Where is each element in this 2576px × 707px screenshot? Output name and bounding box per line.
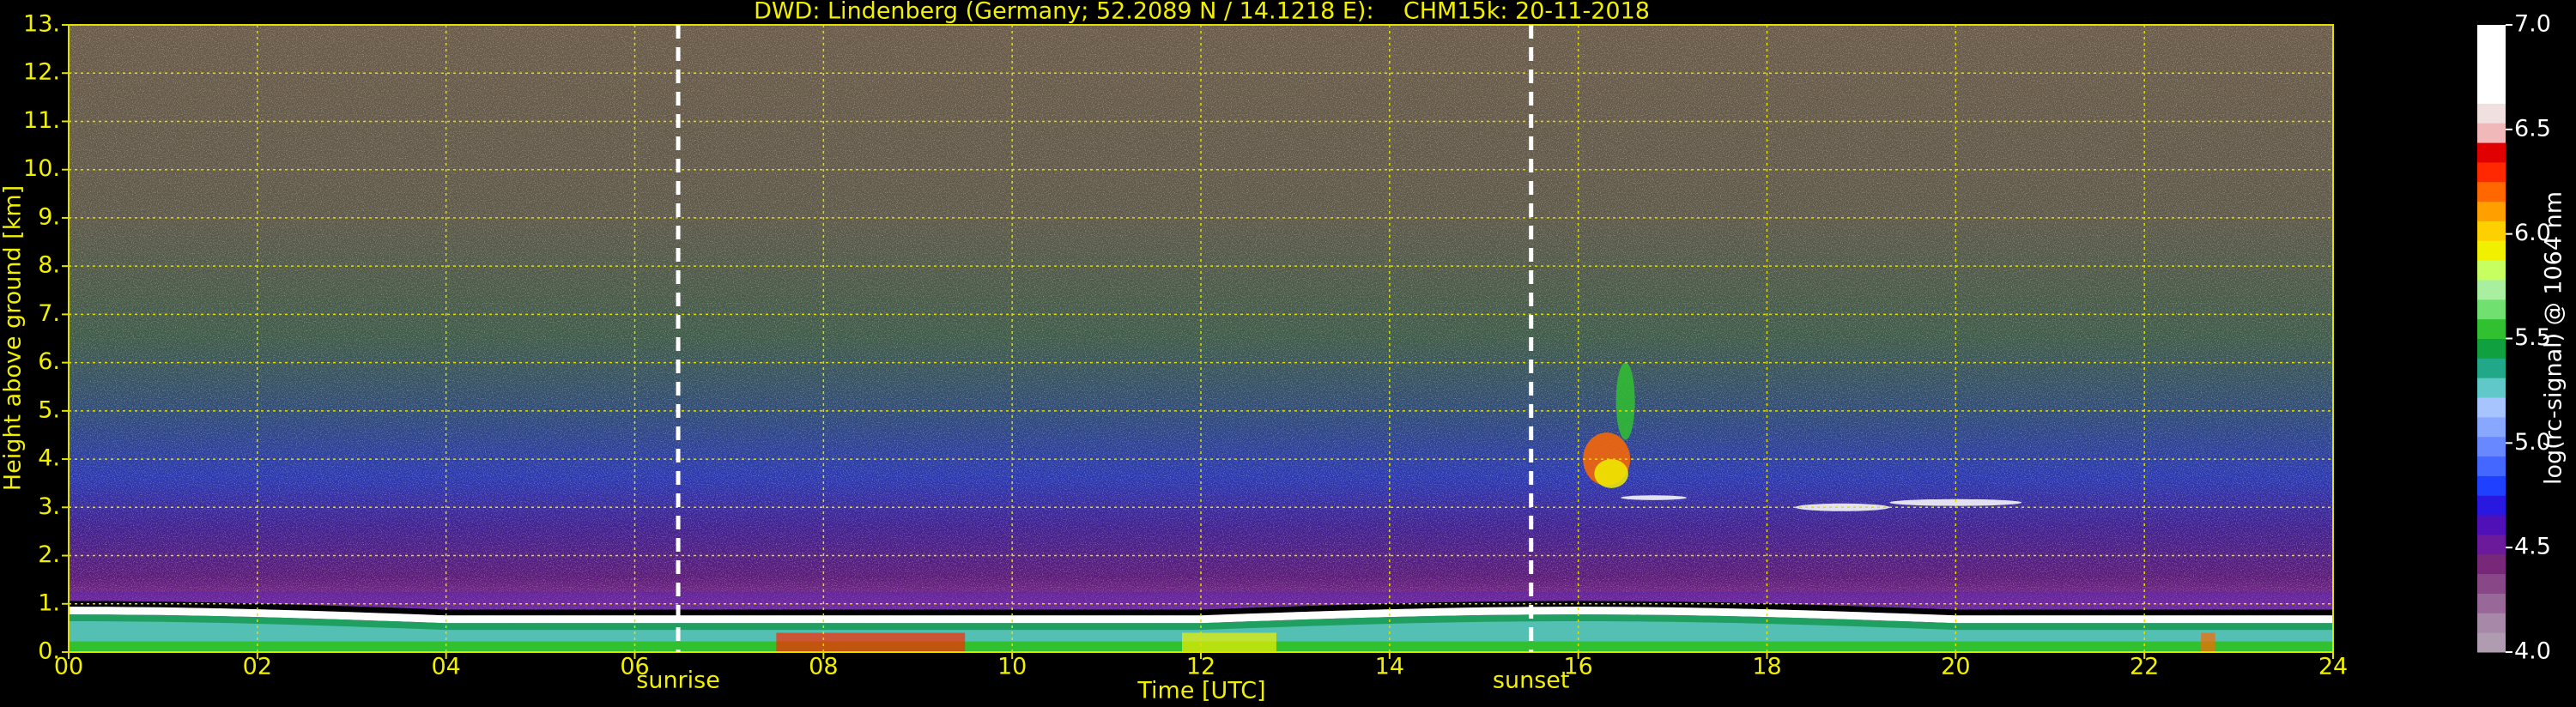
- y-tick-label: 3.: [38, 493, 60, 520]
- colorbar-segment: [2477, 573, 2506, 594]
- colorbar-segment: [2477, 318, 2506, 339]
- x-tick-label: 02: [243, 654, 272, 680]
- y-tick-label: 1.: [38, 589, 60, 616]
- y-tick-label: 5.: [38, 396, 60, 423]
- colorbar-segment: [2477, 123, 2506, 143]
- x-tick-label: 20: [1941, 654, 1970, 680]
- aerosol-top: [69, 601, 2333, 616]
- x-tick-label: 08: [809, 654, 838, 680]
- x-tick-label: 00: [54, 654, 83, 680]
- y-tick-label: 0.: [38, 638, 60, 665]
- y-tick-label: 2.: [38, 541, 60, 568]
- colorbar-tick-label: 7.0: [2514, 11, 2551, 38]
- plot-frame: [68, 24, 2334, 653]
- colorbar-segment: [2477, 63, 2506, 85]
- near-ground-signal: [776, 632, 966, 652]
- colorbar-segment: [2477, 83, 2506, 104]
- colorbar-segment: [2477, 44, 2506, 65]
- y-tick-label: 8.: [38, 252, 60, 279]
- y-tick-label: 6.: [38, 348, 60, 375]
- x-axis-label: Time [UTC]: [1136, 678, 1265, 704]
- colorbar-segment: [2477, 397, 2506, 418]
- colorbar-segment: [2477, 436, 2506, 457]
- colorbar-tick-label: 6.5: [2514, 115, 2551, 142]
- colorbar-segment: [2477, 221, 2506, 241]
- colorbar-tick-label: 5.5: [2514, 324, 2551, 351]
- y-tick-label: 11.: [23, 107, 60, 134]
- x-tick-label: 16: [1563, 654, 1592, 680]
- colorbar-segment: [2477, 593, 2506, 613]
- colorbar-segment: [2477, 201, 2506, 221]
- colorbar-tick-label: 4.5: [2514, 534, 2551, 560]
- cloud: [1889, 499, 2022, 506]
- y-tick-label: 4.: [38, 445, 60, 472]
- aerosol-edge: [69, 607, 2333, 624]
- y-tick-label: 9.: [38, 203, 60, 230]
- y-tick-label: 10.: [23, 155, 60, 182]
- y-tick-label: 13.: [23, 11, 60, 38]
- colorbar-tick-label: 5.0: [2514, 429, 2551, 456]
- colorbar-segment: [2477, 299, 2506, 320]
- x-tick-label: 24: [2318, 654, 2348, 680]
- x-tick-label: 06: [620, 654, 649, 680]
- annotation-label: sunrise: [636, 668, 720, 694]
- colorbar-segment: [2477, 181, 2506, 202]
- cloud: [1615, 362, 1635, 440]
- y-tick-label: 12.: [23, 59, 60, 86]
- cloud: [1594, 459, 1628, 488]
- colorbar-segment: [2477, 103, 2506, 124]
- colorbar-segment: [2477, 338, 2506, 359]
- x-tick-label: 14: [1375, 654, 1404, 680]
- near-ground-signal: [1182, 632, 1276, 652]
- x-tick-label: 04: [431, 654, 460, 680]
- x-tick-label: 10: [997, 654, 1027, 680]
- colorbar-segment: [2477, 260, 2506, 281]
- colorbar-segment: [2477, 534, 2506, 555]
- x-tick-label: 18: [1752, 654, 1781, 680]
- colorbar-segment: [2477, 495, 2506, 516]
- colorbar-segment: [2477, 142, 2506, 163]
- x-tick-label: 22: [2130, 654, 2159, 680]
- y-tick-label: 7.: [38, 300, 60, 327]
- colorbar-label: log(rc-signal) @ 1064 nm: [2541, 191, 2567, 485]
- chart-title: DWD: Lindenberg (Germany; 52.2089 N / 14…: [754, 0, 1650, 25]
- y-axis-label: Height above ground [km]: [0, 185, 27, 491]
- colorbar-segment: [2477, 515, 2506, 535]
- colorbar-segment: [2477, 475, 2506, 496]
- near-ground-signal: [2201, 632, 2215, 652]
- cloud: [1621, 495, 1688, 500]
- colorbar-segment: [2477, 279, 2506, 300]
- colorbar-segment: [2477, 161, 2506, 183]
- colorbar-segment: [2477, 553, 2506, 575]
- colorbar-segment: [2477, 416, 2506, 438]
- colorbar-segment: [2477, 613, 2506, 633]
- colorbar-segment: [2477, 378, 2506, 398]
- residual-layer: [69, 591, 2333, 610]
- x-tick-label: 12: [1186, 654, 1215, 680]
- colorbar-tick-label: 6.0: [2514, 220, 2551, 246]
- colorbar-segment: [2477, 25, 2506, 45]
- colorbar-tick-label: 4.0: [2514, 638, 2551, 665]
- colorbar-segment: [2477, 240, 2506, 261]
- colorbar-segment: [2477, 456, 2506, 476]
- colorbar-segment: [2477, 358, 2506, 378]
- annotation-label: sunset: [1493, 668, 1570, 694]
- colorbar-segment: [2477, 632, 2506, 653]
